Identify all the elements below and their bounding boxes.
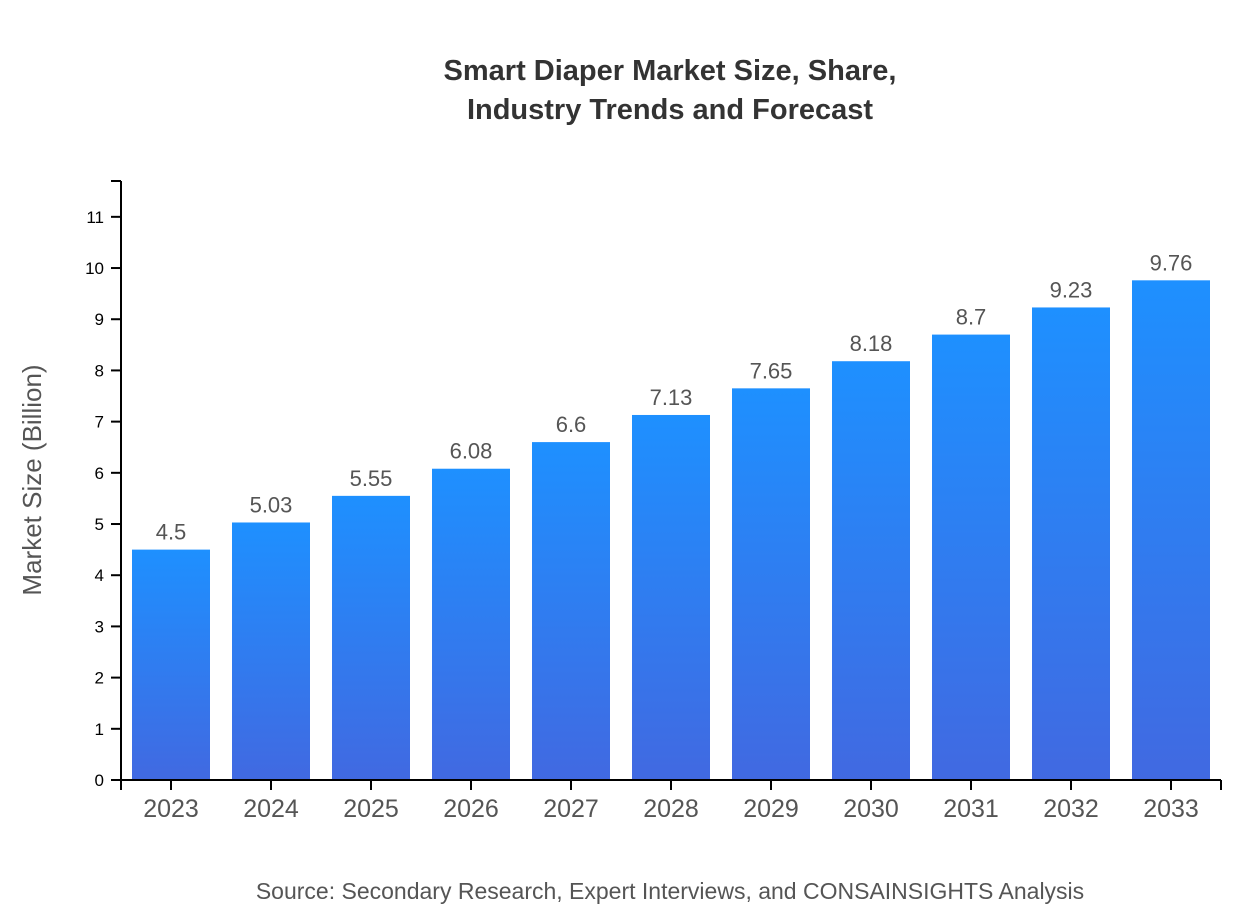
bar-2026 (432, 468, 510, 780)
x-tick-label: 2026 (443, 795, 499, 823)
bar-2033 (1132, 280, 1210, 780)
y-tick-label: 5 (95, 515, 104, 534)
chart-title-line-1: Smart Diaper Market Size, Share, (443, 55, 897, 87)
data-label: 4.5 (156, 520, 187, 545)
data-label: 7.65 (750, 358, 793, 383)
x-tick-label: 2033 (1143, 795, 1199, 823)
x-tick-label: 2031 (943, 795, 999, 823)
y-tick-label: 2 (95, 669, 104, 688)
bar-2032 (1032, 307, 1110, 780)
data-label: 9.23 (1050, 277, 1093, 302)
x-tick-label: 2023 (143, 795, 199, 823)
y-tick-label: 9 (95, 310, 104, 329)
y-tick-label: 8 (95, 361, 104, 380)
data-label: 7.13 (650, 385, 693, 410)
bar-2028 (632, 414, 710, 780)
y-axis: 0 1 2 3 4 5 6 7 8 9 10 11 (85, 180, 122, 790)
y-axis-label: Market Size (Billion) (17, 364, 47, 595)
y-tick-label: 10 (85, 259, 104, 278)
chart-title-line-2: Industry Trends and Forecast (466, 94, 874, 126)
x-tick-label: 2024 (243, 795, 299, 823)
data-label: 6.6 (556, 412, 587, 437)
data-label: 5.55 (350, 466, 393, 491)
x-tick-label: 2029 (743, 795, 799, 823)
y-tick-label: 1 (95, 720, 104, 739)
data-label: 8.7 (956, 305, 987, 330)
x-tick-label: 2030 (843, 795, 899, 823)
x-axis: 2023 2024 2025 2026 2027 2028 2029 2030 2031 2032… (120, 779, 1222, 823)
bar-2025 (332, 495, 410, 780)
bar-2027 (532, 442, 610, 780)
bar-2024 (232, 522, 310, 780)
y-tick-label: 6 (95, 464, 104, 483)
chart-title: Smart Diaper Market Size, Share, Industr… (0, 52, 1260, 130)
bar-2031 (932, 334, 1010, 780)
data-label: 6.08 (450, 439, 493, 464)
y-tick-label: 11 (86, 208, 104, 227)
y-tick-label: 3 (95, 617, 104, 636)
y-tick-label: 0 (95, 771, 104, 790)
data-label: 5.03 (250, 492, 293, 517)
y-tick-label: 7 (95, 413, 104, 432)
x-tick-label: 2028 (643, 795, 699, 823)
data-label: 8.18 (850, 331, 893, 356)
bar-2023 (132, 549, 210, 780)
y-tick-label: 4 (95, 566, 104, 585)
x-tick-label: 2032 (1043, 795, 1099, 823)
bar-2029 (732, 388, 810, 780)
source-note: Source: Secondary Research, Expert Inter… (255, 878, 1085, 904)
bars: 4.5 5.03 5.55 6.08 6.6 7.13 7.65 8.18 8.7 9.23 9.7… (132, 250, 1210, 780)
bar-2030 (832, 361, 910, 780)
data-label: 9.76 (1150, 250, 1193, 275)
x-tick-label: 2025 (343, 795, 399, 823)
x-tick-label: 2027 (543, 795, 599, 823)
